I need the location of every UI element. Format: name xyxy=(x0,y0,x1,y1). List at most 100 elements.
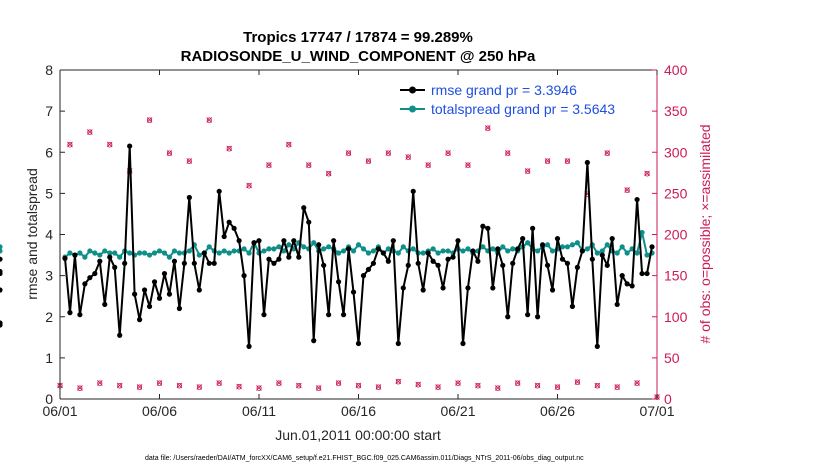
rmse-point xyxy=(92,270,98,277)
totalspread-point xyxy=(286,242,292,248)
totalspread-point xyxy=(326,244,332,250)
series-layer xyxy=(0,143,655,349)
rmse-point xyxy=(425,250,431,256)
obs-count-markers: o×o×o×o×o×o×o×o×o×o×o×o×o×o×o×o×o×o×o×o×… xyxy=(56,115,661,403)
rmse-point xyxy=(241,273,247,279)
y-tick-label-right: 250 xyxy=(664,185,688,201)
obs-possible-night: o xyxy=(236,381,242,392)
rmse-point xyxy=(589,256,595,262)
totalspread-point xyxy=(102,248,108,254)
totalspread-point xyxy=(216,250,222,256)
rmse-point xyxy=(579,248,585,254)
rmse-point xyxy=(246,343,252,349)
rmse-point xyxy=(301,205,307,211)
obs-assimilated-day: × xyxy=(563,156,571,167)
obs-possible-night: o xyxy=(77,383,83,394)
obs-possible-night: o xyxy=(475,381,481,392)
rmse-point xyxy=(0,320,3,326)
rmse-point xyxy=(340,312,347,318)
rmse-point xyxy=(276,256,282,262)
obs-assimilated-day: × xyxy=(185,156,193,167)
totalspread-point xyxy=(355,242,362,248)
obs-assimilated-day: × xyxy=(603,148,611,159)
obs-assimilated-night: × xyxy=(374,382,382,393)
rmse-point xyxy=(465,285,471,291)
obs-possible-night: o xyxy=(594,381,600,392)
rmse-point xyxy=(614,301,620,308)
totalspread-point xyxy=(171,248,178,254)
rmse-point xyxy=(470,248,476,254)
totalspread-point xyxy=(465,246,471,252)
rmse-point xyxy=(221,233,227,240)
obs-assimilated-day: × xyxy=(344,148,352,159)
obs-assimilated-day: × xyxy=(165,148,173,159)
rmse-point xyxy=(261,312,267,318)
obs-possible-day: o xyxy=(306,160,312,171)
obs-possible-day: o xyxy=(525,166,531,177)
rmse-point xyxy=(584,159,590,166)
rmse-point xyxy=(475,258,481,264)
rmse-point xyxy=(281,238,287,244)
rmse-point xyxy=(266,256,272,262)
obs-assimilated-day: × xyxy=(305,160,313,171)
totalspread-point xyxy=(505,248,511,254)
totalspread-point xyxy=(584,246,590,252)
totalspread-point xyxy=(510,246,516,252)
rmse-point xyxy=(549,287,556,293)
totalspread-point xyxy=(460,248,466,254)
obs-possible-day: o xyxy=(584,189,590,200)
rmse-point xyxy=(564,260,571,266)
obs-possible-day: o xyxy=(644,168,650,179)
y-tick-label-left: 2 xyxy=(45,309,53,325)
obs-assimilated-night: × xyxy=(235,381,243,392)
y-tick-label-right: 200 xyxy=(664,227,688,243)
rmse-point xyxy=(530,225,536,231)
obs-assimilated-night: × xyxy=(434,382,442,393)
obs-assimilated-night: × xyxy=(593,381,601,392)
rmse-point xyxy=(251,240,257,246)
obs-possible-night: o xyxy=(535,381,541,392)
obs-assimilated-night: × xyxy=(514,378,522,389)
obs-possible-day: o xyxy=(485,123,491,134)
obs-possible-night: o xyxy=(216,378,222,389)
obs-assimilated-night: × xyxy=(295,381,303,392)
totalspread-point xyxy=(360,246,367,252)
obs-assimilated-night: × xyxy=(215,378,223,389)
totalspread-point xyxy=(231,248,237,254)
rmse-point xyxy=(112,264,118,270)
totalspread-point xyxy=(644,252,650,258)
rmse-point xyxy=(370,260,377,266)
obs-possible-day: o xyxy=(206,115,212,126)
rmse-point xyxy=(480,223,486,229)
y-tick-label-right: 350 xyxy=(664,103,688,119)
totalspread-point xyxy=(350,248,357,254)
rmse-point xyxy=(604,262,610,268)
rmse-point xyxy=(350,289,357,295)
rmse-point xyxy=(97,258,103,264)
rmse-point xyxy=(236,238,242,244)
rmse-point xyxy=(72,252,78,258)
rmse-point xyxy=(331,238,337,244)
rmse-point xyxy=(624,281,630,287)
obs-assimilated-day: × xyxy=(523,166,531,177)
rmse-point xyxy=(435,262,441,268)
rmse-point xyxy=(360,273,367,279)
rmse-point xyxy=(430,258,436,264)
obs-assimilated-night: × xyxy=(494,383,502,394)
totalspread-point xyxy=(370,248,377,254)
rmse-point xyxy=(291,238,297,244)
chart-title-line1: Tropics 17747 / 17874 = 99.289% xyxy=(243,29,473,46)
obs-possible-night: o xyxy=(375,382,381,393)
totalspread-point xyxy=(221,248,227,254)
rmse-point xyxy=(191,260,197,266)
y-tick-label-right: 0 xyxy=(664,391,672,407)
y-tick-label-right: 150 xyxy=(664,268,688,284)
totalspread-point xyxy=(574,240,581,246)
totalspread-point xyxy=(151,250,158,256)
totalspread-point xyxy=(137,250,143,256)
obs-possible-day: o xyxy=(326,168,332,179)
obs-assimilated-night: × xyxy=(474,381,482,392)
obs-possible-day: o xyxy=(604,148,610,159)
x-axis-label: Jun.01,2011 00:00:00 start xyxy=(275,427,441,443)
